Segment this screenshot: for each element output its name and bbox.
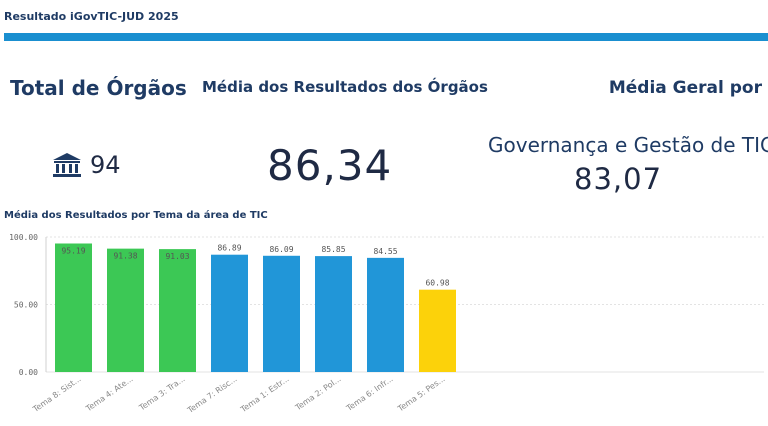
- y-tick-label: 100.00: [9, 233, 38, 242]
- kpi-orgaos-title: Total de Órgãos: [10, 76, 187, 100]
- bar: [367, 257, 404, 372]
- x-tick-label: Tema 4: Ate...: [84, 374, 135, 414]
- bar-value-label: 95.19: [61, 246, 85, 255]
- bar-value-label: 86.89: [217, 244, 241, 253]
- bar: [315, 256, 352, 372]
- kpi-media-title: Média dos Resultados dos Órgãos: [202, 78, 488, 96]
- kpi-media-value: 86,34: [267, 141, 393, 190]
- kpi-orgaos: 94: [52, 151, 121, 179]
- x-tick-label: Tema 7: Risc...: [185, 374, 238, 415]
- header-bar: [4, 33, 768, 41]
- x-tick-label: Tema 3: Tra...: [137, 374, 187, 413]
- x-tick-label: Tema 2: Pol...: [293, 374, 343, 413]
- bar: [419, 289, 456, 372]
- kpi-geral-subtitle: Governança e Gestão de TIC: [488, 133, 768, 157]
- bar: [159, 249, 196, 372]
- kpi-geral-title: Média Geral por: [608, 78, 762, 98]
- bar-value-label: 91.38: [113, 252, 137, 261]
- institution-icon: [53, 153, 81, 177]
- bar-value-label: 91.03: [165, 252, 189, 261]
- bar: [107, 248, 144, 372]
- x-tick-label: Tema 8: Sist...: [31, 374, 83, 414]
- x-tick-label: Tema 5: Pes...: [395, 374, 446, 414]
- bar: [211, 254, 248, 372]
- kpi-geral-value: 83,07: [574, 162, 663, 196]
- chart-title: Média dos Resultados por Tema da área de…: [4, 210, 268, 221]
- bar-value-label: 84.55: [373, 247, 397, 256]
- bar-value-label: 85.85: [321, 245, 345, 254]
- x-tick-label: Tema 1: Estr...: [238, 374, 290, 414]
- bar: [55, 243, 92, 372]
- bar: [263, 255, 300, 372]
- bar-value-label: 60.98: [425, 279, 449, 288]
- kpi-orgaos-value: 94: [90, 151, 121, 179]
- y-tick-label: 50.00: [14, 301, 38, 310]
- page-title: Resultado iGovTIC-JUD 2025: [4, 10, 179, 23]
- y-tick-label: 0.00: [19, 368, 38, 377]
- x-tick-label: Tema 6: Infr...: [344, 374, 395, 413]
- bar-value-label: 86.09: [269, 245, 293, 254]
- bar-chart: 0.00 50.00 100.00 95.19 Tema 8: Sist... 91.38…: [9, 233, 764, 415]
